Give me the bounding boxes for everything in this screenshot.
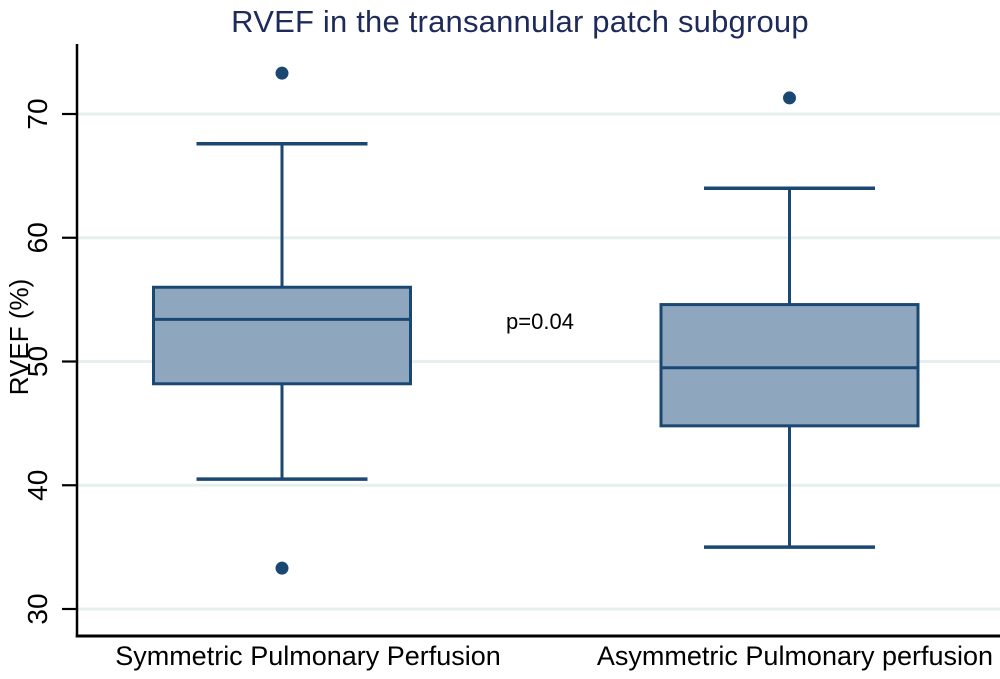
y-tick-label: 40 xyxy=(22,470,53,501)
y-axis-title: RVEF (%) xyxy=(4,279,34,396)
outlier-dot xyxy=(275,561,289,575)
p-value-annotation: p=0.04 xyxy=(506,309,574,334)
y-tick-label: 70 xyxy=(22,98,53,129)
iqr-box xyxy=(659,303,920,428)
category-label-symmetric: Symmetric Pulmonary Perfusion xyxy=(115,641,501,671)
category-label-asymmetric: Asymmetric Pulmonary perfusion xyxy=(596,641,994,671)
chart-title: RVEF in the transannular patch subgroup xyxy=(231,4,809,39)
outlier-dot xyxy=(783,91,796,105)
iqr-box xyxy=(152,285,412,386)
y-tick-label: 50 xyxy=(22,346,53,377)
outlier-dot xyxy=(275,66,289,80)
y-tick-label: 60 xyxy=(22,222,53,253)
y-tick-label: 30 xyxy=(22,593,53,624)
